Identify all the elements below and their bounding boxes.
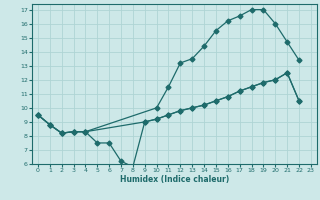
X-axis label: Humidex (Indice chaleur): Humidex (Indice chaleur) (120, 175, 229, 184)
